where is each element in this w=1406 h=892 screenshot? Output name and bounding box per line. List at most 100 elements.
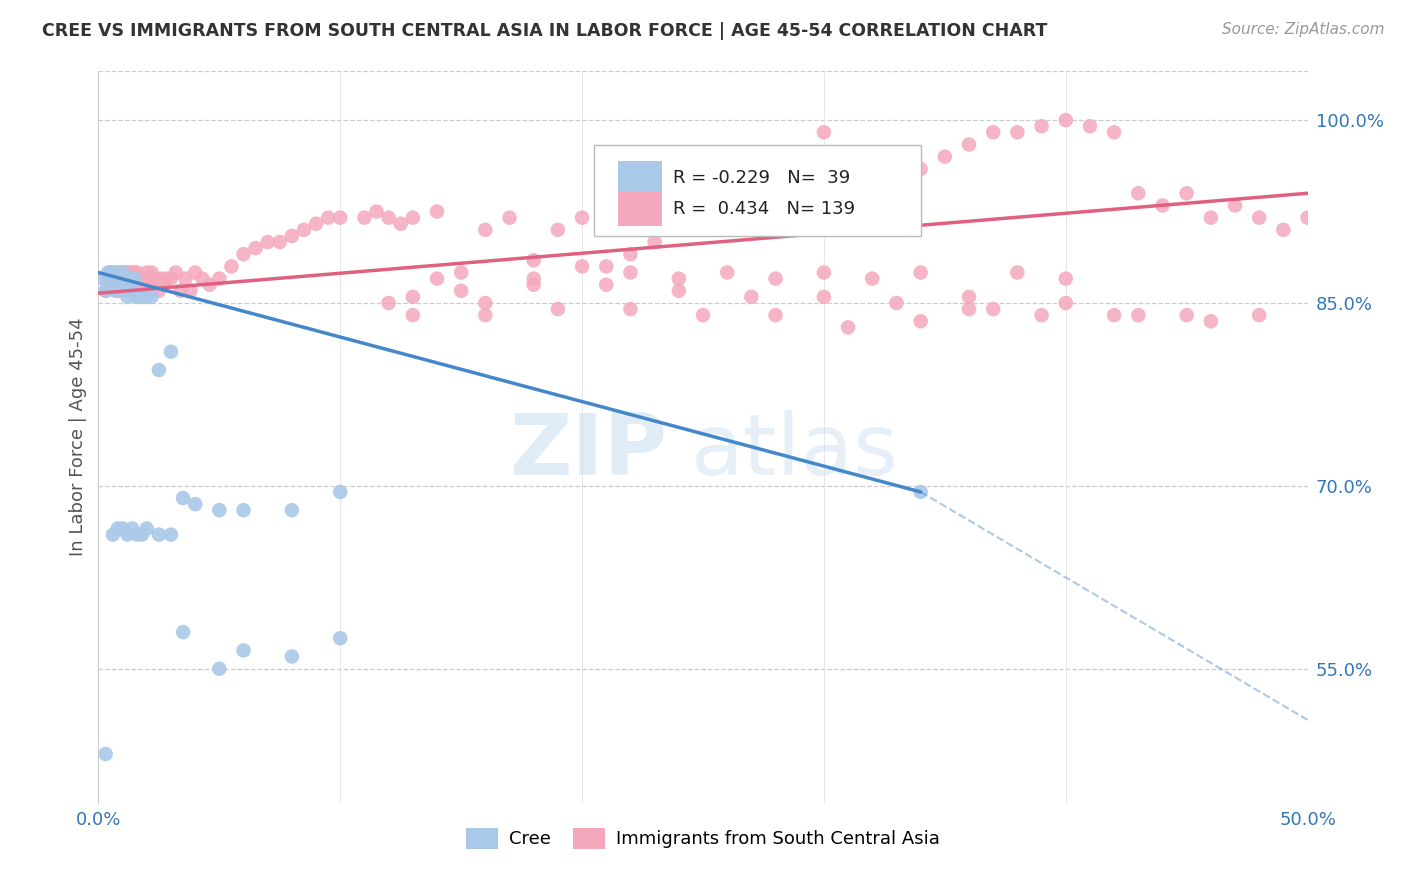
Point <box>1296 211 1319 225</box>
Point <box>281 649 304 664</box>
Point <box>837 186 859 201</box>
Point <box>281 503 304 517</box>
FancyBboxPatch shape <box>595 145 921 235</box>
Point <box>619 247 641 261</box>
Point <box>208 271 231 285</box>
Text: R =  0.434   N= 139: R = 0.434 N= 139 <box>672 200 855 218</box>
Point <box>245 241 267 255</box>
Point <box>108 271 131 285</box>
Point <box>1175 308 1198 322</box>
Point <box>329 211 352 225</box>
Point <box>426 204 449 219</box>
Point <box>172 625 194 640</box>
Point <box>1249 308 1271 322</box>
Point <box>1175 186 1198 201</box>
Point <box>813 125 835 139</box>
Point <box>128 284 150 298</box>
Point <box>148 527 170 541</box>
Point <box>957 137 980 152</box>
Point <box>692 217 714 231</box>
Point <box>118 284 141 298</box>
Point <box>121 284 143 298</box>
Point <box>152 277 174 292</box>
Point <box>107 284 129 298</box>
Point <box>1054 296 1077 310</box>
Point <box>1152 198 1174 212</box>
Point <box>135 265 157 279</box>
Point <box>101 271 124 285</box>
Point <box>118 265 141 279</box>
Point <box>97 271 120 285</box>
Point <box>100 265 122 279</box>
Point <box>1102 125 1125 139</box>
Point <box>329 485 352 500</box>
Point <box>179 284 201 298</box>
Point <box>104 271 127 285</box>
Point <box>104 265 127 279</box>
Point <box>474 296 496 310</box>
Point <box>141 265 163 279</box>
Point <box>305 217 328 231</box>
Point <box>114 271 136 285</box>
Point <box>148 284 170 298</box>
Text: ZIP: ZIP <box>509 410 666 493</box>
Point <box>108 271 131 285</box>
Point <box>1223 198 1246 212</box>
Point <box>208 662 231 676</box>
Point <box>644 235 666 249</box>
Point <box>111 265 134 279</box>
Point <box>269 235 291 249</box>
Point <box>94 747 117 761</box>
Point <box>101 265 124 279</box>
Point <box>1272 223 1295 237</box>
Point <box>100 271 122 285</box>
Point <box>127 290 149 304</box>
Point <box>111 271 134 285</box>
Point <box>117 290 139 304</box>
Text: Source: ZipAtlas.com: Source: ZipAtlas.com <box>1222 22 1385 37</box>
Point <box>450 284 472 298</box>
Point <box>138 277 160 292</box>
Point <box>668 223 690 237</box>
Point <box>716 211 738 225</box>
Point <box>232 643 254 657</box>
Point <box>101 271 124 285</box>
Point <box>107 265 129 279</box>
Point <box>402 290 425 304</box>
Point <box>232 503 254 517</box>
Point <box>547 223 569 237</box>
Point <box>117 527 139 541</box>
Point <box>619 301 641 317</box>
Point <box>108 284 131 298</box>
Point <box>94 284 117 298</box>
Point <box>141 290 163 304</box>
Point <box>740 198 762 212</box>
Point <box>150 271 173 285</box>
Point <box>104 271 127 285</box>
Point <box>131 284 153 298</box>
Point <box>97 265 120 279</box>
Point <box>107 271 129 285</box>
Point <box>981 301 1004 317</box>
Point <box>127 265 149 279</box>
Point <box>1078 120 1101 134</box>
Point <box>1199 211 1222 225</box>
Point <box>402 308 425 322</box>
Point <box>108 265 131 279</box>
Point <box>134 271 156 285</box>
Point <box>474 223 496 237</box>
Point <box>789 186 811 201</box>
Point <box>160 344 183 359</box>
Point <box>716 265 738 279</box>
Point <box>121 521 143 535</box>
Point <box>329 632 352 646</box>
Point <box>366 204 388 219</box>
Point <box>292 223 315 237</box>
Point <box>114 271 136 285</box>
Point <box>1031 308 1053 322</box>
Y-axis label: In Labor Force | Age 45-54: In Labor Force | Age 45-54 <box>69 318 87 557</box>
Point <box>111 521 134 535</box>
Point <box>1054 271 1077 285</box>
Point <box>114 265 136 279</box>
Point <box>353 211 375 225</box>
